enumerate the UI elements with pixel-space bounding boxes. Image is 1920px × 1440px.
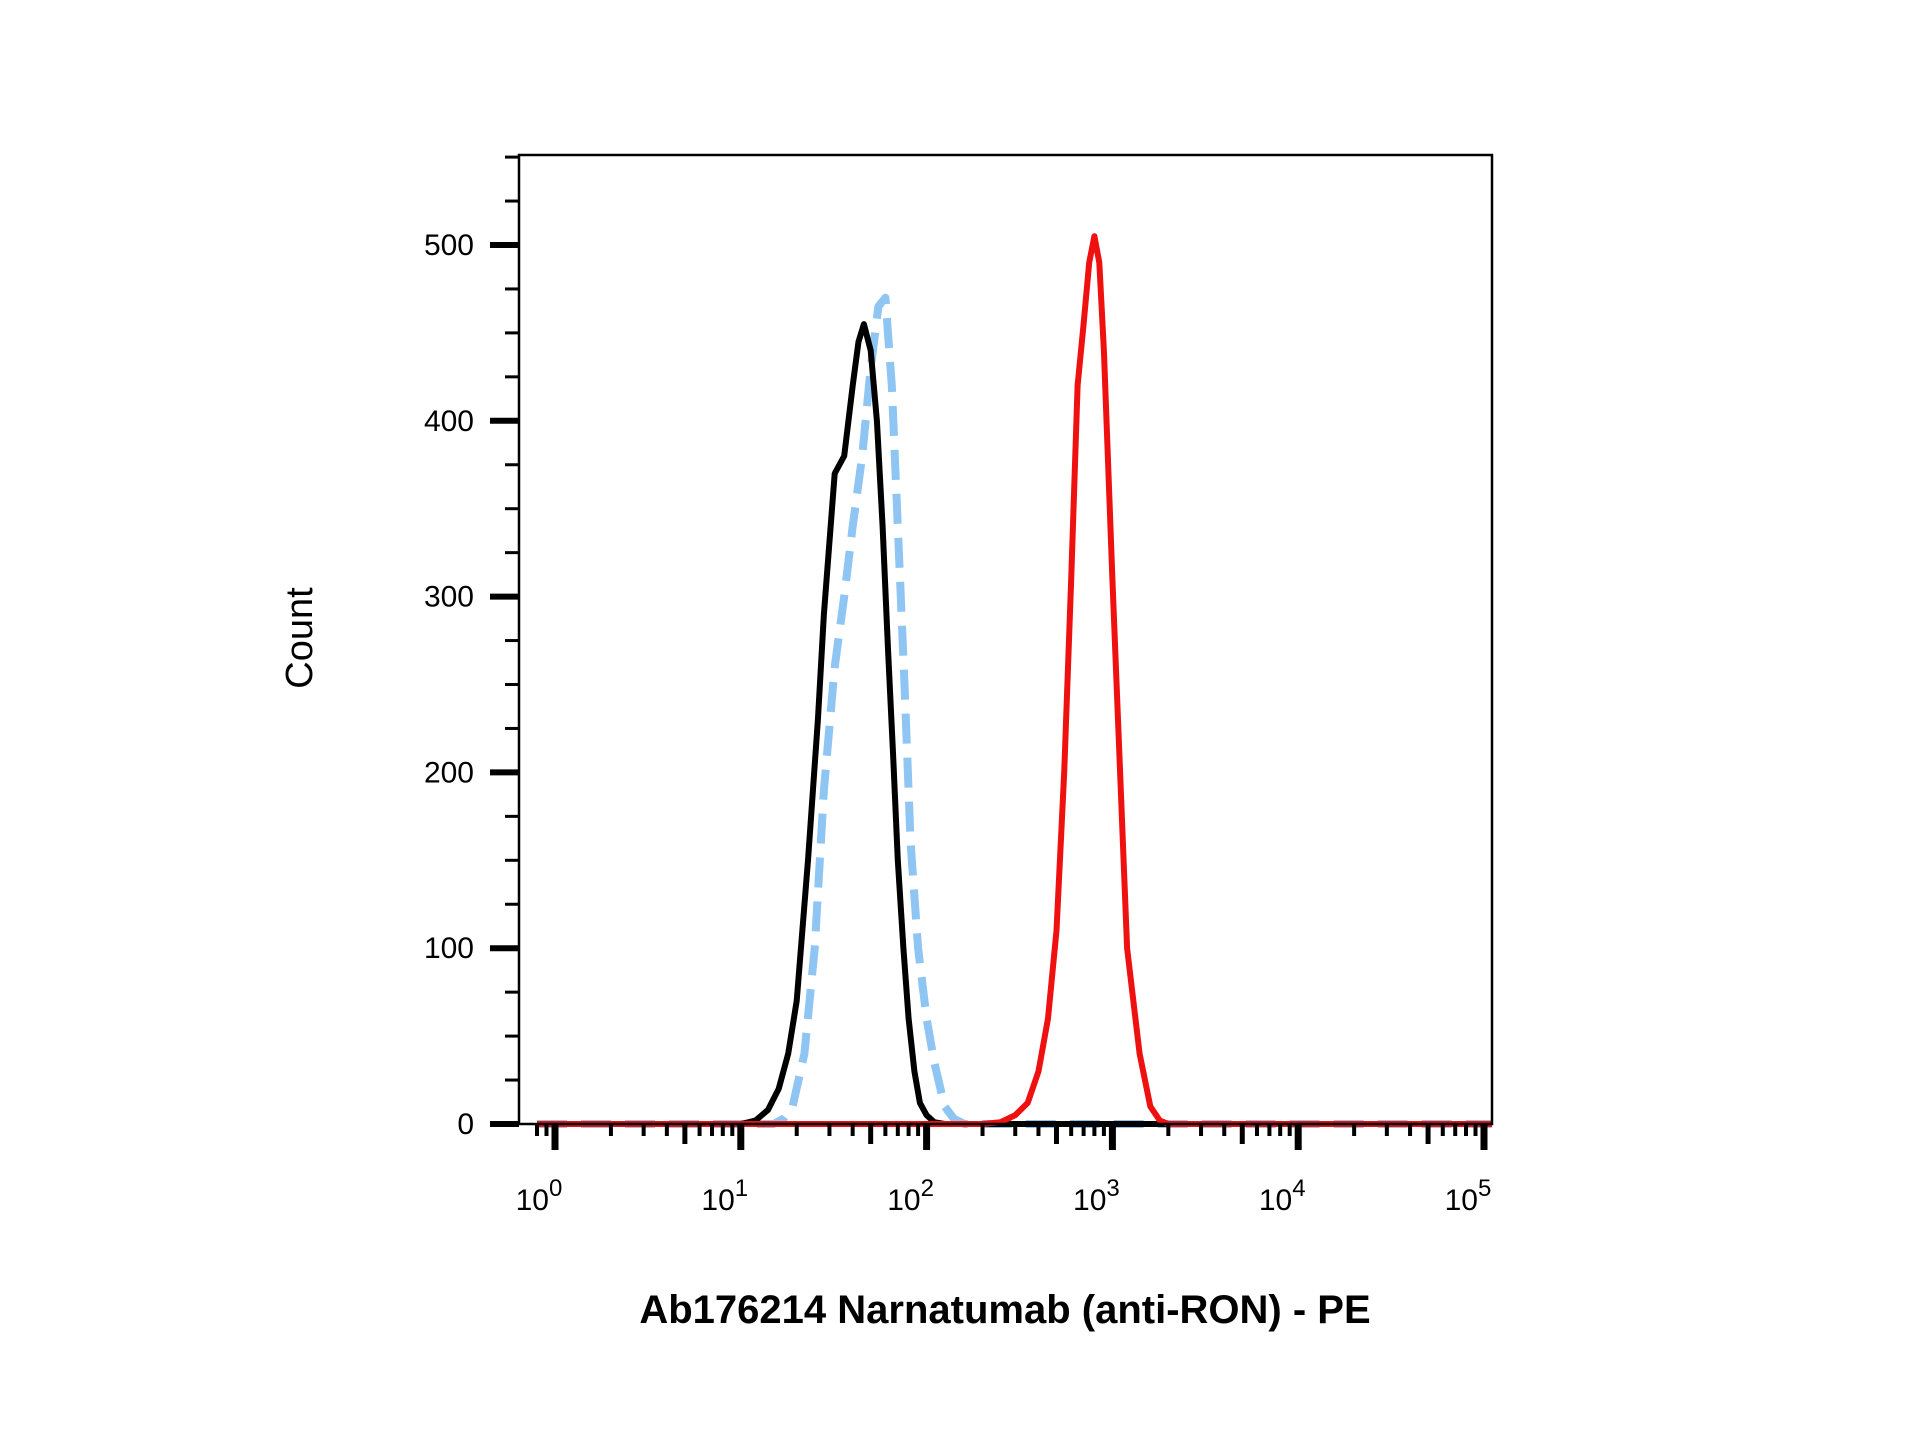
x-axis-title: Ab176214 Narnatumab (anti-RON) - PE (639, 1288, 1370, 1332)
x-tick-label-base: 10 (1445, 1184, 1478, 1217)
x-tick-label: 100 (516, 1175, 563, 1217)
x-tick-label-base: 10 (887, 1184, 920, 1217)
y-tick-label: 100 (424, 932, 474, 965)
x-tick-label: 103 (1073, 1175, 1120, 1217)
x-tick-label-base: 10 (701, 1184, 734, 1217)
histogram-series-2 (537, 321, 1492, 1127)
x-tick-label-exponent: 4 (1292, 1175, 1305, 1202)
x-tick-label-base: 10 (1259, 1184, 1292, 1217)
x-tick-label-exponent: 3 (1106, 1175, 1119, 1202)
histogram-series-3 (537, 233, 1492, 1127)
x-tick-label: 102 (887, 1175, 934, 1217)
plot-frame (517, 153, 1494, 1126)
x-tick-label: 105 (1445, 1175, 1492, 1217)
x-tick-label-exponent: 5 (1478, 1175, 1491, 1202)
y-axis-title: Count (279, 587, 321, 689)
x-axis: 100 101 102 103 104 105 (516, 1124, 1492, 1217)
y-tick-label: 400 (424, 405, 474, 438)
series-layer (537, 233, 1492, 1128)
x-tick-label-exponent: 2 (921, 1175, 934, 1202)
histogram-series-1 (537, 293, 1492, 1128)
x-tick-label-exponent: 1 (735, 1175, 748, 1202)
x-tick-label-base: 10 (1073, 1184, 1106, 1217)
x-tick-label: 104 (1259, 1175, 1306, 1217)
y-axis: 0 100 200 300 400 500 (424, 155, 519, 1141)
x-tick-label-exponent: 0 (549, 1175, 562, 1202)
y-tick-label: 500 (424, 229, 474, 262)
y-tick-label: 200 (424, 756, 474, 789)
x-tick-label-base: 10 (516, 1184, 549, 1217)
y-tick-label: 0 (457, 1108, 474, 1141)
x-tick-label: 101 (701, 1175, 748, 1217)
y-tick-label: 300 (424, 581, 474, 614)
